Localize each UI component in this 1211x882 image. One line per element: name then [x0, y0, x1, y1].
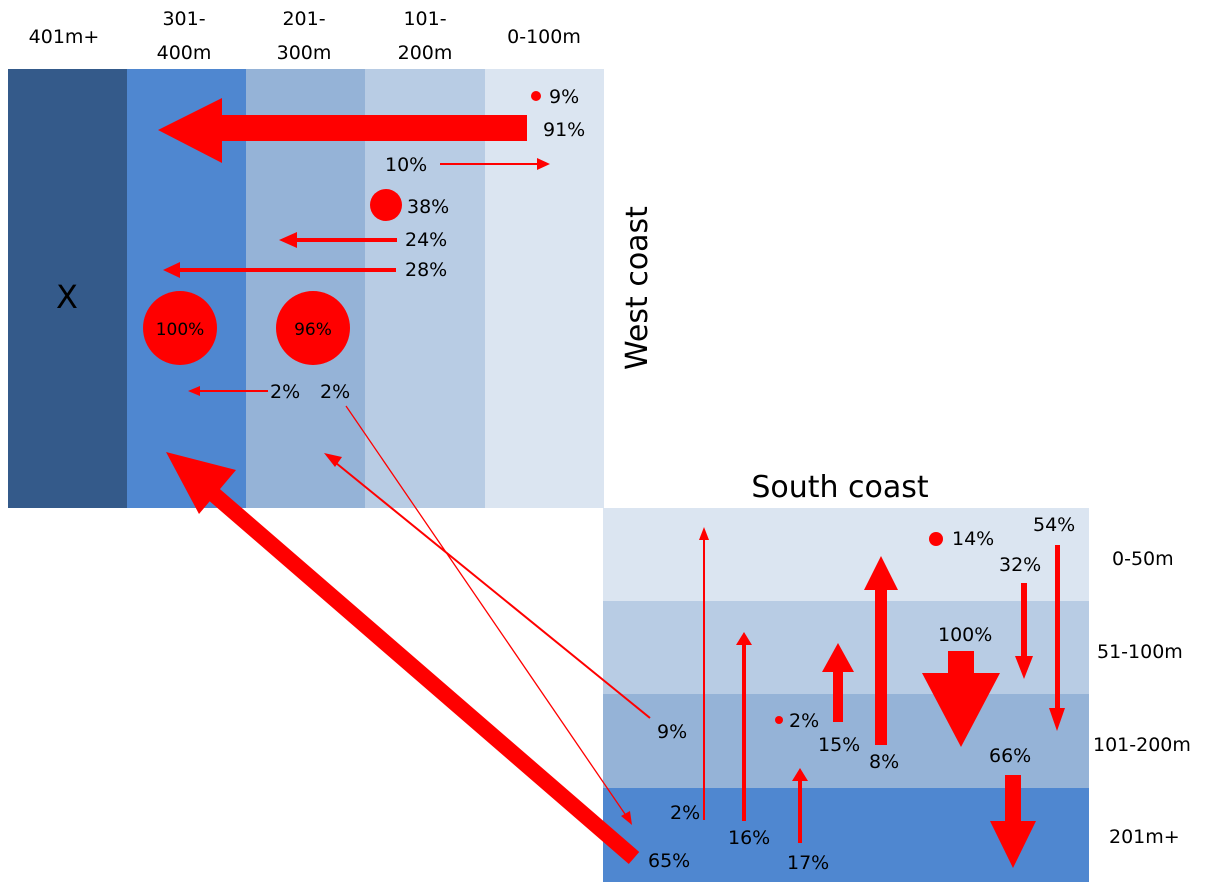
- arrow-9-percent-head: [324, 453, 342, 467]
- arrow-66-percent-head: [990, 821, 1036, 868]
- label-100-percent-south: 100%: [938, 624, 992, 646]
- label-17-percent: 17%: [787, 852, 829, 874]
- label-2-percent-west-b: 2%: [320, 381, 350, 403]
- dot-100-percent: [143, 291, 217, 365]
- label-10-percent: 10%: [385, 154, 427, 176]
- south-dots: [775, 532, 943, 724]
- arrow-10-percent: [440, 158, 550, 170]
- arrow-28-percent: [163, 262, 396, 278]
- south-band-labels: 0-50m 51-100m 101-200m 201m+: [1093, 548, 1191, 848]
- arrow-17-percent-head: [792, 768, 808, 781]
- header-0-100m-line1: 0-100m: [507, 26, 581, 48]
- south-band-0-50m: [603, 508, 1089, 601]
- cross-arrows: [166, 405, 651, 865]
- arrow-91-percent: [158, 98, 527, 163]
- south-labels: 14% 54% 32% 100% 2% 15% 8% 66% 9% 2% 16%…: [648, 514, 1075, 874]
- west-band-401m: [8, 69, 127, 508]
- arrow-54-percent-shaft: [1055, 545, 1060, 710]
- south-label-51-100m: 51-100m: [1097, 641, 1183, 663]
- arrow-2-percent-west: [188, 386, 268, 396]
- header-101-line1: 101-: [403, 8, 446, 30]
- arrow-2-percent-cross-head: [621, 811, 632, 825]
- south-arrows: [699, 527, 1065, 868]
- label-15-percent: 15%: [818, 734, 860, 756]
- south-band-101-200m: [603, 694, 1089, 788]
- dot-38-percent: [370, 189, 402, 221]
- dot-96-percent: [276, 291, 350, 365]
- west-band-201-300m: [246, 69, 365, 508]
- arrow-16-percent-shaft: [742, 643, 746, 821]
- label-96-percent-circle: 96%: [294, 320, 332, 340]
- arrow-16-percent-head: [736, 632, 752, 645]
- label-9-percent: 9%: [549, 86, 579, 108]
- west-x-label: X: [56, 278, 78, 316]
- arrow-24-percent: [279, 232, 397, 248]
- west-dots: [143, 91, 541, 365]
- arrow-15-percent-head: [822, 643, 854, 672]
- label-32-percent: 32%: [999, 554, 1041, 576]
- header-201-line1: 201-: [282, 8, 325, 30]
- arrow-65-percent-shaft: [204, 484, 640, 865]
- label-2-percent-west-a: 2%: [270, 381, 300, 403]
- label-2-percent-south: 2%: [789, 710, 819, 732]
- south-label-201m: 201m+: [1109, 826, 1180, 848]
- label-91-percent: 91%: [543, 119, 585, 141]
- label-9-percent-cross: 9%: [657, 721, 687, 743]
- label-66-percent: 66%: [989, 745, 1031, 767]
- header-201-line2: 300m: [277, 42, 332, 64]
- arrow-65-percent-head: [166, 452, 236, 514]
- arrow-17-percent-shaft: [798, 779, 802, 843]
- south-band-51-100m: [603, 601, 1089, 694]
- header-101-line2: 200m: [398, 42, 453, 64]
- label-65-percent: 65%: [648, 850, 690, 872]
- label-16-percent: 16%: [728, 827, 770, 849]
- label-54-percent: 54%: [1033, 514, 1075, 536]
- arrow-2-percent-cross-shaft: [345, 405, 628, 818]
- arrow-15-percent-shaft: [833, 670, 843, 722]
- arrow-32-percent-shaft: [1021, 583, 1027, 658]
- south-coast-title: South coast: [751, 470, 929, 505]
- header-301-line2: 400m: [157, 42, 212, 64]
- arrow-8-percent-head: [864, 556, 898, 590]
- west-arrows: [158, 98, 550, 396]
- arrow-100-percent-head: [922, 673, 1000, 747]
- arrow-66-percent-shaft: [1005, 775, 1021, 823]
- dot-2-percent-south: [775, 716, 783, 724]
- arrow-9-percent-shaft: [335, 462, 651, 719]
- header-401m-line1: 401m+: [29, 26, 100, 48]
- arrow-2-percent-up-shaft: [703, 538, 705, 820]
- west-headers: 401m+ 301- 400m 201- 300m 101- 200m 0-10…: [29, 8, 581, 64]
- label-28-percent: 28%: [405, 259, 447, 281]
- label-14-percent: 14%: [952, 528, 994, 550]
- west-coast-title: West coast: [620, 206, 655, 370]
- header-301-line1: 301-: [162, 8, 205, 30]
- west-coast-bands: [8, 69, 604, 508]
- dot-14-percent: [929, 532, 943, 546]
- arrow-2-percent-up-head: [699, 527, 709, 540]
- label-2-percent-cross: 2%: [670, 802, 700, 824]
- west-labels: 9% 91% 10% 38% 24% 28% 100% 96% 2% 2%: [156, 86, 586, 403]
- west-band-101-200m: [365, 69, 485, 508]
- arrow-54-percent-head: [1049, 708, 1065, 731]
- label-8-percent: 8%: [869, 751, 899, 773]
- west-band-0-100m: [485, 69, 604, 508]
- south-label-101-200m: 101-200m: [1093, 734, 1191, 756]
- dot-9-percent: [531, 91, 541, 101]
- arrow-8-percent-shaft: [875, 588, 887, 745]
- label-38-percent: 38%: [407, 196, 449, 218]
- arrow-32-percent-head: [1015, 656, 1033, 679]
- south-label-0-50m: 0-50m: [1112, 548, 1174, 570]
- arrow-100-percent-shaft: [948, 651, 974, 675]
- label-100-percent-circle: 100%: [156, 320, 205, 340]
- label-24-percent: 24%: [405, 229, 447, 251]
